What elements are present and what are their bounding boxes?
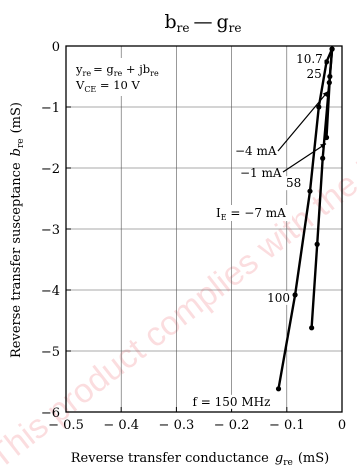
data-point — [307, 188, 313, 194]
series-label-ie-1ma: −1 mA — [240, 166, 282, 180]
frequency-label-bg — [190, 394, 268, 409]
leader-arrowhead — [320, 143, 326, 149]
axis-ticks — [65, 45, 343, 413]
data-point — [292, 292, 298, 298]
x-tick-label: − 0.4 — [103, 418, 139, 433]
x-tick-label: − 0.3 — [159, 418, 195, 433]
data-point — [320, 155, 326, 161]
frequency-label: 25 — [307, 67, 322, 81]
series-label-bg — [214, 205, 292, 221]
chart-labels: − 0.5 − 0.4 − 0.3 − 0.2 − 0.1 0 0 −1 −2 −3 −4 −5 −6 −… — [41, 40, 346, 433]
leader-line — [282, 143, 327, 173]
formula-label: yre = gre + jbre — [75, 62, 159, 78]
data-point — [309, 325, 315, 331]
data-point — [316, 104, 322, 110]
frequency-label-bg — [265, 290, 289, 305]
annotation-box — [68, 58, 168, 96]
x-tick-label: − 0.5 — [48, 418, 84, 433]
condition-label: VCE = 10 V — [75, 78, 141, 94]
leader-arrowhead — [322, 91, 329, 97]
data-point — [329, 46, 335, 52]
y-axis-label: Reverse transfer susceptancebre(mS) — [9, 102, 26, 358]
y-tick-label: −4 — [41, 284, 60, 299]
frequency-label: 10.7 — [296, 52, 323, 66]
y-tick-label: −5 — [41, 345, 60, 360]
data-point — [275, 386, 282, 392]
series — [275, 46, 335, 392]
data-point — [327, 73, 333, 80]
x-axis-label: Reverse transfer conductance gre (mS) — [71, 451, 329, 468]
data-point — [323, 59, 330, 65]
frequency-label: 100 — [267, 291, 290, 305]
y-tick-label: −6 — [41, 406, 60, 421]
data-point — [314, 241, 320, 247]
frequency-label-bg — [304, 66, 322, 81]
chart-title: bre — gre — [164, 11, 241, 35]
data-point — [323, 134, 330, 141]
leader-line — [277, 90, 329, 152]
x-tick-label: − 0.1 — [269, 418, 305, 433]
frequency-label: 58 — [286, 176, 301, 190]
frequency-label-bg — [294, 52, 325, 67]
x-tick-label: 0 — [338, 418, 346, 433]
series-label-ie-7ma: IE = −7 mA — [216, 206, 286, 222]
y-tick-label: −1 — [41, 101, 60, 116]
y-tick-label: 0 — [52, 40, 60, 55]
y-tick-label: −3 — [41, 223, 60, 238]
frequency-label-bg — [283, 176, 302, 191]
y-tick-label: −2 — [41, 162, 60, 177]
x-tick-label: − 0.2 — [214, 418, 250, 433]
series-label-ie-4ma: −4 mA — [235, 144, 277, 158]
frequency-label: f = 150 MHz — [193, 395, 271, 409]
